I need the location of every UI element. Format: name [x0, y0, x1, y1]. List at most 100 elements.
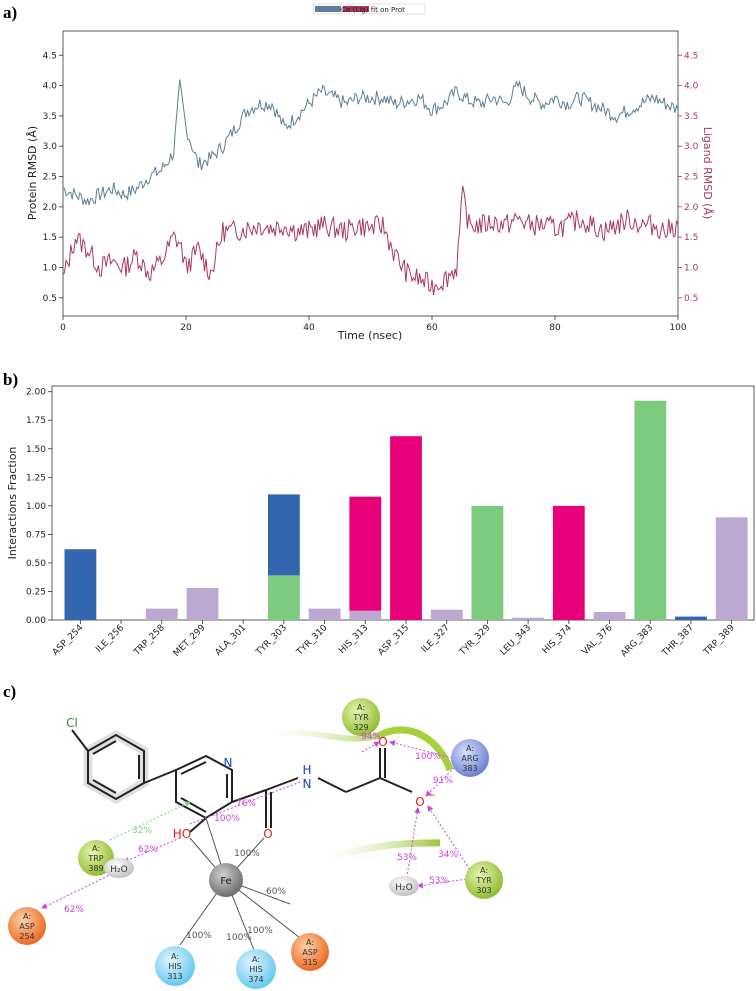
- bar-asp_315-ionic: [390, 436, 422, 620]
- residue-his374: A: HIS 374: [236, 949, 276, 989]
- svg-text:100%: 100%: [186, 931, 212, 941]
- amide-chain: [189, 748, 413, 833]
- legend-ligand-swatch: [343, 6, 369, 12]
- bar-y-tick-label: 1.25: [26, 473, 46, 483]
- bar-met_299-hydrophobic: [186, 588, 219, 620]
- bar-arg_383-water-bridges: [634, 400, 667, 620]
- bar-y-tick-label: 1.50: [26, 445, 46, 455]
- bar-asp_254-h-bonds: [64, 549, 97, 620]
- bar-ile_327-hydrophobic: [430, 609, 463, 620]
- y-tick-label-left: 0.5: [43, 294, 57, 304]
- x-tick-label: 0: [60, 323, 66, 333]
- y-tick-label-left: 1.0: [43, 263, 58, 273]
- y-tick-label-left: 3.0: [43, 142, 58, 152]
- y-tick-label-right: 2.0: [684, 203, 699, 213]
- bar-x-tick-label: ARG_383: [619, 623, 655, 659]
- y-tick-label-right: 4.5: [684, 51, 698, 61]
- legend: Cα (Lig) fit on Prot: [312, 3, 426, 15]
- svg-text:TYR: TYR: [475, 876, 492, 885]
- bar-x-tick-label: TYR_303: [254, 623, 289, 658]
- bar-x-tick-label: TYR_329: [457, 623, 492, 658]
- svg-text:HIS: HIS: [249, 965, 262, 974]
- panel-c-label: c): [3, 682, 16, 701]
- svg-text:60%: 60%: [266, 887, 286, 897]
- negative-charge: −: [428, 791, 436, 801]
- svg-text:A:: A:: [480, 866, 488, 875]
- svg-text:100%: 100%: [214, 814, 240, 824]
- pyridine-ring: [143, 754, 233, 820]
- svg-text:313: 313: [167, 972, 182, 981]
- y-tick-label-left: 4.5: [43, 51, 57, 61]
- iron-ion: [209, 863, 243, 897]
- bar-x-tick-label: ALA_301: [213, 623, 248, 658]
- interaction-percentages: 94% 100% 91% 76% 32% 100% 62% 62% 53% 53…: [64, 732, 458, 915]
- svg-text:HIS: HIS: [168, 962, 181, 971]
- svg-text:A:: A:: [306, 938, 314, 947]
- svg-text:100%: 100%: [247, 926, 273, 936]
- y-tick-label-left: 4.0: [43, 82, 58, 92]
- bar-his_374-ionic: [552, 505, 585, 620]
- bar-x-tick-label: TYR_310: [294, 623, 329, 658]
- amide-hydrogen: H: [302, 763, 311, 777]
- amide-oxygen: O: [263, 827, 272, 841]
- bar-y-tick-label: 2.00: [26, 388, 46, 398]
- panel-b-label: b): [3, 370, 18, 389]
- y-tick-label-right: 1.0: [684, 263, 699, 273]
- svg-text:329: 329: [353, 723, 368, 732]
- bar-y-tick-label: 0.75: [26, 530, 46, 540]
- svg-text:254: 254: [19, 932, 34, 941]
- svg-text:ARG: ARG: [461, 754, 478, 763]
- bar-tyr_303-water-bridges: [268, 575, 300, 620]
- bar-x-tick-label: LEU_343: [499, 623, 534, 658]
- water-molecule-left: H₂O: [104, 858, 134, 878]
- svg-text:303: 303: [476, 886, 491, 895]
- bar-val_376-hydrophobic: [593, 612, 626, 620]
- svg-text:383: 383: [462, 764, 477, 773]
- svg-text:32%: 32%: [132, 826, 152, 836]
- svg-text:H₂O: H₂O: [110, 865, 127, 875]
- panel-a-label: a): [3, 3, 17, 22]
- svg-text:TYR: TYR: [352, 713, 369, 722]
- carboxyl-oxygen: O: [378, 735, 387, 749]
- residue-asp254: A: ASP 254: [8, 907, 46, 945]
- amide-nitrogen: N: [303, 777, 312, 791]
- svg-text:34%: 34%: [438, 850, 458, 860]
- svg-text:91%: 91%: [433, 776, 453, 786]
- bar-y-tick-label: 0.50: [26, 559, 46, 569]
- pyridine-nitrogen: N: [224, 756, 233, 770]
- svg-text:A:: A:: [92, 844, 100, 853]
- bar-x-tick-label: TRP_389: [702, 623, 737, 658]
- bar-x-tick-label: ASP_315: [376, 623, 411, 658]
- bar-thr_387-h-bonds: [675, 616, 707, 620]
- pocket-ribbon-bottom: [313, 839, 441, 866]
- bar-x-tick-label: MET_299: [172, 623, 208, 659]
- bar-x-tick-label: HIS_374: [541, 623, 574, 656]
- y-tick-label-left: 2.5: [43, 173, 57, 183]
- svg-text:H₂O: H₂O: [395, 883, 412, 893]
- y-tick-label-right: 1.5: [684, 233, 698, 243]
- bar-x-tick-label: ILE_327: [420, 623, 452, 655]
- pocket-ribbon-top: [258, 729, 381, 743]
- bar-tyr_329-water-bridges: [471, 505, 504, 620]
- bar-y-tick-label: 0.00: [26, 616, 46, 626]
- bar-x-tick-label: ILE_256: [94, 623, 126, 655]
- protein-rmsd-line: [62, 79, 679, 206]
- pocket-ribbon-top-end: [378, 726, 454, 772]
- bar-tyr_303-h-bonds: [268, 494, 300, 576]
- svg-text:53%: 53%: [397, 853, 417, 863]
- bar-x-tick-label: THR_387: [660, 623, 696, 659]
- svg-text:A:: A:: [357, 703, 365, 712]
- svg-text:94%: 94%: [361, 732, 381, 742]
- legend-protein-swatch: [315, 6, 341, 12]
- y-tick-label-right: 2.5: [684, 173, 698, 183]
- iron-label: Fe: [220, 876, 231, 887]
- y-tick-label-left: 3.5: [43, 112, 57, 122]
- chlorophenyl-ring: [71, 729, 149, 805]
- y-tick-label-left: 2.0: [43, 203, 58, 213]
- svg-text:374: 374: [248, 975, 263, 984]
- bar-tyr_310-hydrophobic: [308, 608, 341, 620]
- svg-text:ASP: ASP: [302, 948, 318, 957]
- svg-text:389: 389: [88, 864, 103, 873]
- svg-text:315: 315: [302, 958, 317, 967]
- bar-x-tick-label: TRP_258: [132, 623, 167, 658]
